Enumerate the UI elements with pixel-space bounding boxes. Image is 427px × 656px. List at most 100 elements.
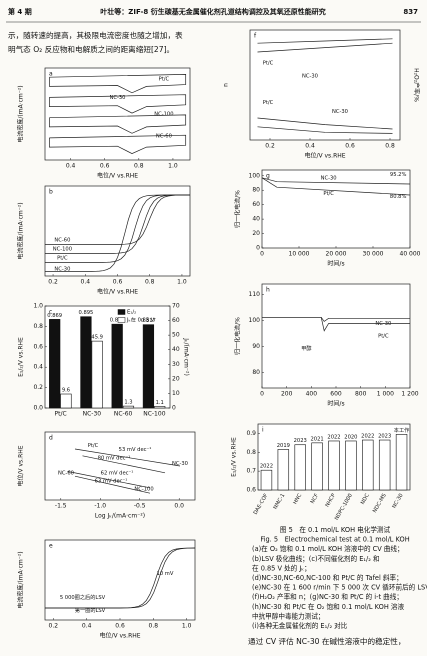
x-axis-label: 电位/V vs.RHE [304,152,345,160]
bar-note: 本工作 [394,426,410,434]
y2-tick-label: 70 [172,303,180,310]
bar [80,316,92,409]
x-tick-label: -1.5 [55,503,67,510]
x-tick-label: Pt/C [55,411,67,418]
curve [261,177,411,196]
x-tick-label: 0.4 [66,163,76,170]
curve [257,38,393,44]
x-tick-label: 0.2 [49,623,59,630]
x-tick-label: 0.8 [134,163,144,170]
curve [67,471,151,489]
annotation: Pt/C [323,191,334,197]
bar [277,449,290,491]
y-axis-label: n [223,83,230,87]
x-tick-label: 20 000 [326,251,347,258]
caption-line: (h)NC-30 和 Pt/C 在 O₂ 饱和 0.1 mol/L KOH 溶液 [252,602,404,611]
caption-line: (e)NC-30 在 1 600 r/min 下 5 000 次 CV 循环前后… [252,583,427,592]
value-label: 1.3 [124,400,132,406]
x-tick-label: 600 [330,391,342,398]
curve [49,114,187,134]
caption-line: 在 0.85 V 处的 Jₖ； [252,563,311,572]
x-tick-label: 0.4 [305,143,315,150]
y2-tick-label: 40 [172,346,180,353]
x-tick-label: -1.0 [94,503,106,510]
x-tick-label: 10 000 [289,251,310,258]
x-tick-label: NC-30 [391,493,404,510]
annotation: Pt/C [57,256,68,262]
x-tick-label: 0.8 [149,623,159,630]
x-tick-label: 1.0 [168,163,178,170]
body-line: 明气态 O₂ 反应物和电解质之间的距离缩短[27]。 [8,44,174,54]
value-label: 45.9 [91,335,103,341]
x-tick-label: 0.6 [345,143,355,150]
caption-line: 图 5 在 0.1 mol/L KOH 电化学测试 [280,525,391,534]
bar [142,324,155,409]
y-tick-label: 0.4 [33,364,43,371]
annotation: NC-30 [110,95,126,101]
y-axis-label: 电流密度/(mA·cm⁻²) [17,202,25,259]
x-tick-label: NDC [360,492,371,505]
panel-label: e [49,543,53,550]
y2-axis-label: H₂O₂产率/% [413,68,421,102]
body-line: 示，随转速的提高，其极限电流密度也随之增加，表 [8,30,183,40]
bar-note: 2022 [361,434,374,440]
x-tick-label: NHCP [325,493,337,509]
annotation: NC-100 [53,247,72,253]
curve [49,134,187,154]
x-axis-label: 电位/V vs.RHE [99,632,140,640]
annotation: NC-60 [156,134,172,140]
curve [45,194,190,263]
panel-label: g [266,173,270,180]
bar [345,440,357,491]
x-tick-label: 0.8 [145,279,155,286]
curve [45,194,190,254]
bar [122,405,135,409]
curve [49,74,187,94]
annotation: NC-100 [154,112,173,118]
y-tick-label: 0 [256,245,260,252]
x-tick-label: -0.5 [134,503,146,510]
annotation: Pt/C [378,334,389,340]
x-tick-label: 800 [355,391,367,398]
bar [294,444,306,491]
plot-frame [261,283,411,389]
bar [49,319,61,409]
annotation: 95.2% [390,172,407,178]
body-line: 通过 CV 评估 NC-30 在碱性溶液中的稳定性， [248,636,405,646]
y-axis-label: E₁/₂/V vs.RHE [18,337,25,377]
bar-note: 2022 [260,464,273,470]
curve [257,117,393,130]
y-tick-label: 0.7 [246,468,256,475]
plot-frame [44,539,196,621]
x-tick-label: 200 [281,391,293,398]
caption-line: (a)在 O₂ 饱和 0.1 mol/L KOH 溶液中的 CV 曲线； [252,544,404,553]
value-label: 0.822 [110,318,125,324]
issue: 第 4 期 [8,7,32,16]
curve [45,194,190,245]
bar [60,393,72,409]
x-tick-label: NDPC-1000 [334,493,354,522]
y2-tick-label: 50 [172,332,180,339]
plot-frame [249,29,401,141]
curve [262,316,410,332]
caption-line: (b)LSV 极化曲线；(c)不同催化剂的 E₁/₂ 和 [252,554,380,563]
curve [74,475,151,494]
y2-tick-label: 20 [172,375,180,382]
y-tick-label: 20 [252,230,260,237]
x-axis-label: 电位/V vs.RHE [97,288,138,296]
caption-line: (d)NC-30,NC-60,NC-100 和 Pt/C 的 Tafel 斜率； [252,573,403,582]
y-tick-label: 110 [249,291,261,298]
bar-note: 2023 [294,438,307,444]
caption-line: (f)H₂O₂ 产率和 n；(g)NC-30 和 Pt/C 的 i-t 曲线； [252,592,403,601]
y2-axis-label: Jₖ/(mA·cm⁻²) [183,337,190,376]
curve [45,547,196,609]
annotation: 62 mV dec⁻¹ [101,470,134,476]
panel-label: a [49,71,53,78]
curve [49,94,187,114]
legend-label: Jₖ在 0.85 V [126,316,155,324]
y-axis-label: E₁/₂/V vs.RHE [231,437,238,477]
y-tick-label: 80 [252,369,260,376]
plot-frame [44,431,196,501]
curve [74,448,181,467]
x-axis-label: 电位/V vs.RHE [97,172,138,180]
